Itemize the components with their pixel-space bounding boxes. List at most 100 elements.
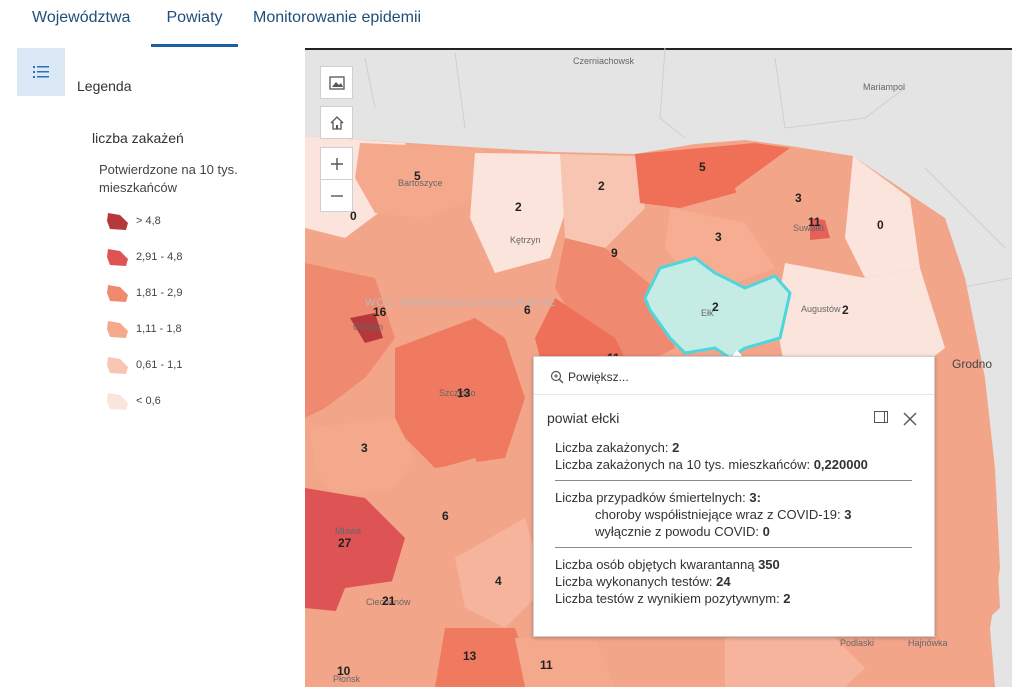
county-value-label: 11 bbox=[540, 658, 553, 672]
deaths-value: 3: bbox=[749, 490, 761, 505]
county-value-label: 27 bbox=[338, 536, 352, 550]
legend-swatch bbox=[107, 213, 128, 230]
county-wyszkow[interactable] bbox=[515, 638, 615, 687]
place-label: Podlaski bbox=[840, 638, 874, 648]
legend-toggle-button[interactable] bbox=[17, 48, 65, 96]
popup-divider bbox=[534, 394, 934, 395]
legend-class-label: < 0,6 bbox=[136, 395, 161, 407]
legend-title: Legenda bbox=[77, 78, 132, 94]
zoom-out-button[interactable] bbox=[320, 179, 353, 212]
popup-separator bbox=[555, 480, 912, 481]
popup-quarantine-line: Liczba osób objętych kwarantanną 350 bbox=[555, 557, 780, 572]
county-value-label: 2 bbox=[842, 303, 849, 317]
covid-only-value: 0 bbox=[762, 524, 770, 539]
county-szczytno[interactable] bbox=[395, 318, 525, 468]
county-value-label: 2 bbox=[515, 200, 522, 214]
county-elk-highlighted[interactable] bbox=[643, 256, 792, 360]
place-label: Hajnówka bbox=[908, 638, 948, 648]
legend-class-5: 0,61 - 1,1 bbox=[106, 354, 182, 376]
legend-list-icon bbox=[33, 66, 49, 78]
place-label: Czerniachowsk bbox=[573, 56, 635, 66]
county-value-label: 9 bbox=[611, 246, 618, 260]
county-value-label: 21 bbox=[382, 594, 396, 608]
county-ketrzyn[interactable] bbox=[470, 153, 570, 273]
legend-class-1: > 4,8 bbox=[106, 210, 161, 232]
home-button[interactable] bbox=[320, 106, 353, 139]
county-olsztyn-rural[interactable] bbox=[305, 263, 395, 418]
county-value-label: 10 bbox=[337, 664, 351, 678]
county-value-label: 13 bbox=[463, 649, 477, 663]
county-suwalki-rural[interactable] bbox=[735, 148, 853, 238]
close-button[interactable] bbox=[903, 406, 917, 432]
place-label: Szczytno bbox=[439, 388, 476, 398]
place-label: Olsztyn bbox=[353, 322, 383, 332]
plus-icon bbox=[330, 157, 343, 170]
county-podlaski[interactable] bbox=[725, 628, 865, 687]
cases-per10k-value: 0,220000 bbox=[813, 457, 868, 472]
county-value-label: 6 bbox=[442, 509, 449, 523]
place-label: Suwałki bbox=[793, 223, 824, 233]
county-makow[interactable] bbox=[455, 518, 545, 628]
legend-class-label: > 4,8 bbox=[136, 215, 161, 227]
tab-monitorowanie-epidemii[interactable]: Monitorowanie epidemii bbox=[253, 9, 422, 26]
county-pultusk[interactable] bbox=[435, 628, 535, 687]
place-label: Mława bbox=[335, 526, 361, 536]
county-2-north[interactable] bbox=[560, 154, 645, 248]
home-icon bbox=[330, 115, 343, 130]
legend-class-6: < 0,6 bbox=[106, 390, 161, 412]
legend-layer-title: liczba zakażeń bbox=[92, 130, 184, 146]
county-value-label: 3 bbox=[795, 191, 802, 205]
legend-class-label: 2,91 - 4,8 bbox=[136, 251, 183, 263]
popup-covid-only-line: wyłącznie z powodu COVID: 0 bbox=[595, 524, 770, 539]
tab-wojewodztwa[interactable]: Województwa bbox=[32, 9, 131, 26]
minus-icon bbox=[330, 194, 343, 197]
county-augustow[interactable] bbox=[775, 263, 945, 378]
county-mlawa[interactable] bbox=[305, 488, 405, 613]
county-value-label: 0 bbox=[877, 218, 884, 232]
county-value-label: 4 bbox=[495, 574, 502, 588]
county-value-label: 5 bbox=[414, 169, 421, 183]
zoom-in-button[interactable] bbox=[320, 147, 353, 180]
tab-powiaty[interactable]: Powiaty bbox=[151, 0, 238, 47]
county-ciechanow[interactable] bbox=[325, 578, 455, 658]
image-icon bbox=[328, 75, 345, 90]
legend-class-3: 1,81 - 2,9 bbox=[106, 282, 182, 304]
positive-tests-value: 2 bbox=[783, 591, 791, 606]
zoom-to-button[interactable]: Powiększ... bbox=[550, 370, 629, 384]
county-olsztyn-city[interactable] bbox=[350, 313, 383, 343]
popup-tests-line: Liczba wykonanych testów: 24 bbox=[555, 574, 731, 589]
county-bartoszyce[interactable] bbox=[355, 143, 485, 218]
county-value-label: 2 bbox=[598, 179, 605, 193]
zoom-to-label: Powiększ... bbox=[568, 370, 629, 384]
neighbour-borders bbox=[364, 48, 1012, 299]
basemap-gallery-button[interactable] bbox=[320, 66, 353, 99]
county-value-label: 0 bbox=[350, 209, 357, 223]
place-label: Ełk bbox=[701, 308, 714, 318]
county-nidzica[interactable] bbox=[310, 418, 415, 498]
zoom-in-magnifier-icon bbox=[550, 370, 564, 384]
county-value-label: 5 bbox=[699, 160, 706, 174]
legend-swatch bbox=[107, 285, 128, 302]
county-value-label: 16 bbox=[373, 305, 387, 319]
quarantine-value: 350 bbox=[758, 557, 780, 572]
place-label: Grodno bbox=[952, 357, 992, 371]
legend-class-label: 1,11 - 1,8 bbox=[136, 323, 182, 335]
county-value-label: 3 bbox=[361, 441, 368, 455]
county-przasnysz[interactable] bbox=[405, 458, 495, 568]
county-value-label: 6 bbox=[524, 303, 531, 317]
feature-popup: Powiększ... powiat ełcki Liczba zakażony… bbox=[533, 356, 935, 637]
comorbidities-value: 3 bbox=[844, 507, 852, 522]
county-plonsk[interactable] bbox=[305, 648, 385, 687]
county-sejny[interactable] bbox=[845, 156, 920, 278]
county-value-label: 13 bbox=[457, 386, 471, 400]
legend-swatch bbox=[107, 393, 128, 410]
tool-strip bbox=[0, 48, 67, 687]
popup-title: powiat ełcki bbox=[547, 410, 620, 426]
county-goldap[interactable] bbox=[635, 143, 790, 208]
place-label: Bartoszyce bbox=[398, 178, 443, 188]
county-suwalki-city[interactable] bbox=[810, 218, 830, 240]
dock-button[interactable] bbox=[874, 411, 888, 423]
legend-panel: Legenda liczba zakażeń Potwierdzone na 1… bbox=[66, 48, 305, 687]
popup-deaths-line: Liczba przypadków śmiertelnych: 3: bbox=[555, 490, 761, 505]
place-label: Mariampol bbox=[863, 82, 905, 92]
